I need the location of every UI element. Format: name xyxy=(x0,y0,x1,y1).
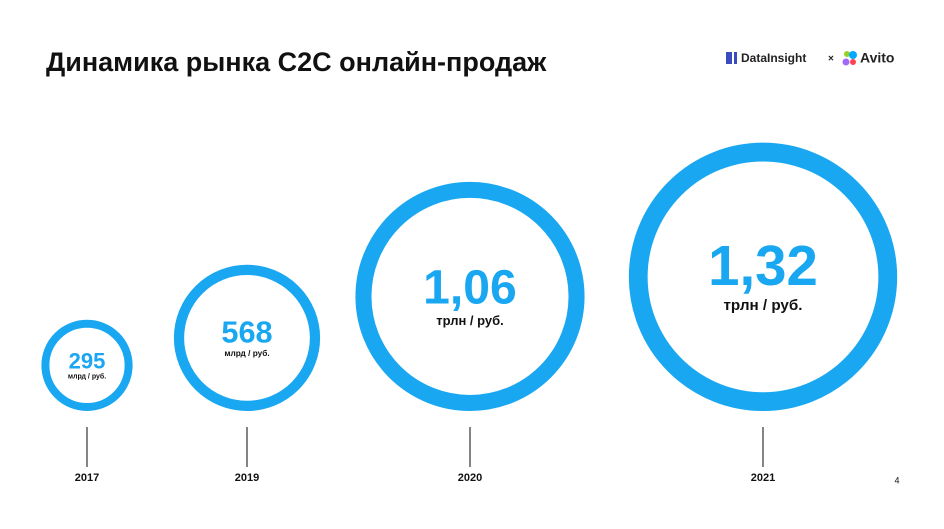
x-tick-label: 2021 xyxy=(751,472,775,484)
x-tick-label: 2019 xyxy=(235,472,259,484)
bubble xyxy=(41,319,133,411)
logo-dot xyxy=(849,51,857,59)
brand-left: DataInsight xyxy=(741,51,806,65)
value-label: 568 xyxy=(221,314,272,349)
bubble xyxy=(355,181,585,411)
logo-mark xyxy=(726,52,732,64)
unit-label: трлн / руб. xyxy=(436,313,504,328)
chart-title: Динамика рынка C2C онлайн-продаж xyxy=(46,47,547,77)
page-number: 4 xyxy=(894,475,899,485)
logo-mark xyxy=(734,52,737,64)
value-label: 1,06 xyxy=(423,260,517,314)
bubble xyxy=(628,142,898,412)
logo-dot xyxy=(850,59,856,65)
brand-separator: × xyxy=(828,54,834,65)
unit-label: трлн / руб. xyxy=(723,297,802,314)
brand-right: Avito xyxy=(860,50,894,66)
unit-label: млрд / руб. xyxy=(68,373,106,381)
value-label: 295 xyxy=(69,349,106,374)
x-tick-label: 2017 xyxy=(75,472,99,484)
unit-label: млрд / руб. xyxy=(224,348,269,358)
bubble xyxy=(173,264,321,411)
logo-dot xyxy=(844,51,850,57)
x-tick-label: 2020 xyxy=(458,472,482,484)
logo-dot xyxy=(842,58,850,66)
value-label: 1,32 xyxy=(708,234,818,297)
